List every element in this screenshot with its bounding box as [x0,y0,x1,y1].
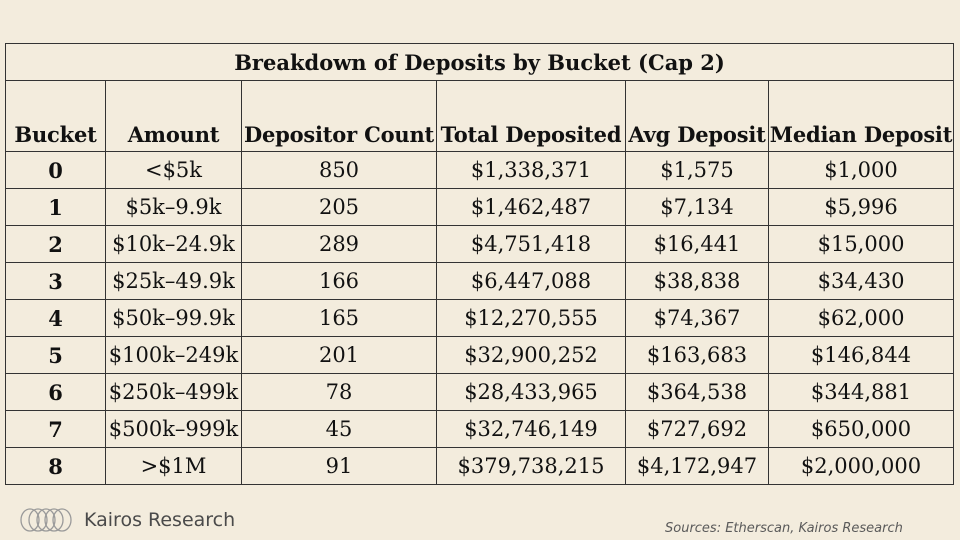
table-title-row: Breakdown of Deposits by Bucket (Cap 2) [4,43,955,81]
column-header-bucket: Bucket [5,80,106,152]
cell-bucket: 5 [5,336,106,374]
cell-depositor-count: 201 [241,336,437,374]
column-header-total-deposited: Total Deposited [436,80,626,152]
cell-depositor-count: 289 [241,225,437,263]
table-title: Breakdown of Deposits by Bucket (Cap 2) [4,43,955,81]
table-row: 1 $5k–9.9k 205 $1,462,487 $7,134 $5,996 [5,188,955,226]
cell-amount: $10k–24.9k [105,225,242,263]
cell-bucket: 7 [5,410,106,448]
cell-total-deposited: $12,270,555 [436,299,626,337]
table-row: 4 $50k–99.9k 165 $12,270,555 $74,367 $62,000 [5,299,955,337]
cell-depositor-count: 91 [241,447,437,485]
cell-total-deposited: $379,738,215 [436,447,626,485]
cell-bucket: 4 [5,299,106,337]
table-header-row: Bucket Amount Depositor Count Total Depo… [5,80,955,152]
cell-avg-deposit: $7,134 [625,188,769,226]
cell-avg-deposit: $74,367 [625,299,769,337]
column-header-median-deposit: Median Deposit [767,80,955,152]
cell-bucket: 6 [5,373,106,411]
cell-amount: >$1M [105,447,242,485]
cell-median-deposit: $2,000,000 [767,447,955,485]
table-body: 0 <$5k 850 $1,338,371 $1,575 $1,000 1 $5k–9.9k 2… [5,151,955,485]
cell-depositor-count: 78 [241,373,437,411]
cell-total-deposited: $4,751,418 [436,225,626,263]
cell-avg-deposit: $163,683 [625,336,769,374]
cell-bucket: 2 [5,225,106,263]
cell-avg-deposit: $364,538 [625,373,769,411]
cell-median-deposit: $34,430 [767,262,955,300]
table-row: 3 $25k–49.9k 166 $6,447,088 $38,838 $34,430 [5,262,955,300]
column-header-depositor-count: Depositor Count [241,80,437,152]
cell-total-deposited: $32,900,252 [436,336,626,374]
cell-bucket: 0 [5,151,106,189]
cell-avg-deposit: $727,692 [625,410,769,448]
cell-bucket: 3 [5,262,106,300]
table-row: 5 $100k–249k 201 $32,900,252 $163,683 $146,84… [5,336,955,374]
cell-amount: $5k–9.9k [105,188,242,226]
cell-median-deposit: $344,881 [767,373,955,411]
cell-amount: <$5k [105,151,242,189]
cell-total-deposited: $1,338,371 [436,151,626,189]
cell-amount: $25k–49.9k [105,262,242,300]
brand-name: Kairos Research [84,509,236,531]
column-header-amount: Amount [105,80,242,152]
cell-depositor-count: 45 [241,410,437,448]
cell-median-deposit: $62,000 [767,299,955,337]
cell-median-deposit: $146,844 [767,336,955,374]
cell-avg-deposit: $4,172,947 [625,447,769,485]
deposits-table-container: Breakdown of Deposits by Bucket (Cap 2) … [4,43,955,485]
table-row: 2 $10k–24.9k 289 $4,751,418 $16,441 $15,000 [5,225,955,263]
cell-median-deposit: $1,000 [767,151,955,189]
column-header-avg-deposit: Avg Deposit [625,80,769,152]
cell-amount: $50k–99.9k [105,299,242,337]
deposits-table: Breakdown of Deposits by Bucket (Cap 2) … [4,43,955,485]
cell-depositor-count: 205 [241,188,437,226]
cell-avg-deposit: $1,575 [625,151,769,189]
cell-avg-deposit: $38,838 [625,262,769,300]
cell-avg-deposit: $16,441 [625,225,769,263]
cell-bucket: 8 [5,447,106,485]
kairos-rings-icon [20,508,72,532]
cell-amount: $500k–999k [105,410,242,448]
cell-depositor-count: 850 [241,151,437,189]
sources-note: Sources: Etherscan, Kairos Research [665,521,903,536]
table-row: 6 $250k–499k 78 $28,433,965 $364,538 $344,881 [5,373,955,411]
brand-logo: Kairos Research [18,507,235,533]
cell-depositor-count: 166 [241,262,437,300]
table-row: 8 >$1M 91 $379,738,215 $4,172,947 $2,000,000 [5,447,955,485]
cell-total-deposited: $6,447,088 [436,262,626,300]
cell-bucket: 1 [5,188,106,226]
cell-amount: $250k–499k [105,373,242,411]
cell-median-deposit: $650,000 [767,410,955,448]
cell-total-deposited: $28,433,965 [436,373,626,411]
cell-total-deposited: $1,462,487 [436,188,626,226]
cell-total-deposited: $32,746,149 [436,410,626,448]
table-row: 0 <$5k 850 $1,338,371 $1,575 $1,000 [5,151,955,189]
cell-median-deposit: $15,000 [767,225,955,263]
cell-amount: $100k–249k [105,336,242,374]
cell-depositor-count: 165 [241,299,437,337]
table-row: 7 $500k–999k 45 $32,746,149 $727,692 $650,000 [5,410,955,448]
cell-median-deposit: $5,996 [767,188,955,226]
